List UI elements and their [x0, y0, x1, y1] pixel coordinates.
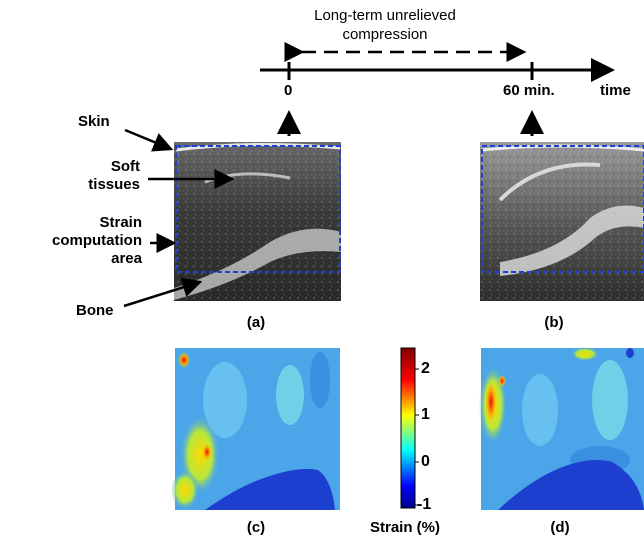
skin-pointer	[124, 128, 174, 152]
panel-label-d: (d)	[550, 519, 570, 536]
colorbar-label-1: 1	[421, 406, 430, 423]
colorbar-title: Strain (%)	[370, 519, 441, 536]
label-skin: Skin	[78, 113, 110, 130]
label-strain-line2: computation	[52, 232, 142, 249]
label-strain-area: Strain computation area	[38, 214, 142, 268]
label-strain-line3: area	[111, 250, 142, 267]
panel-label-b: (b)	[544, 314, 564, 331]
strain-map-d	[479, 347, 644, 510]
ultrasound-image-b	[480, 142, 644, 301]
bone-region-d	[498, 460, 644, 510]
colorbar-label-2: 2	[421, 360, 430, 377]
ultrasound-image-a	[174, 142, 341, 301]
bone-pointer	[123, 277, 203, 308]
bone-region-c	[205, 468, 335, 510]
roi-box-b	[481, 145, 644, 273]
label-strain-line1: Strain	[99, 214, 142, 231]
roi-box-a	[175, 145, 341, 273]
timeline-title-line2: compression	[342, 26, 428, 43]
strain-map-c	[171, 348, 340, 510]
axis-label-time: time	[600, 82, 631, 99]
label-soft-line1: Soft	[110, 158, 140, 175]
tick-label-end: 60 min.	[503, 82, 555, 99]
timeline-title: Long-term unrelieved compression	[285, 6, 485, 44]
panel-label-a: (a)	[246, 314, 266, 331]
tick-label-start: 0	[284, 82, 293, 99]
label-bone: Bone	[76, 302, 114, 319]
colorbar-label-0: 0	[421, 453, 430, 470]
label-soft-line2: tissues	[88, 176, 140, 193]
label-soft-tissues: Soft tissues	[80, 158, 140, 194]
colorbar-label-neg1: -1	[417, 496, 432, 513]
timeline-title-line1: Long-term unrelieved	[314, 7, 456, 24]
colorbar	[400, 347, 416, 509]
panel-label-c: (c)	[246, 519, 266, 536]
